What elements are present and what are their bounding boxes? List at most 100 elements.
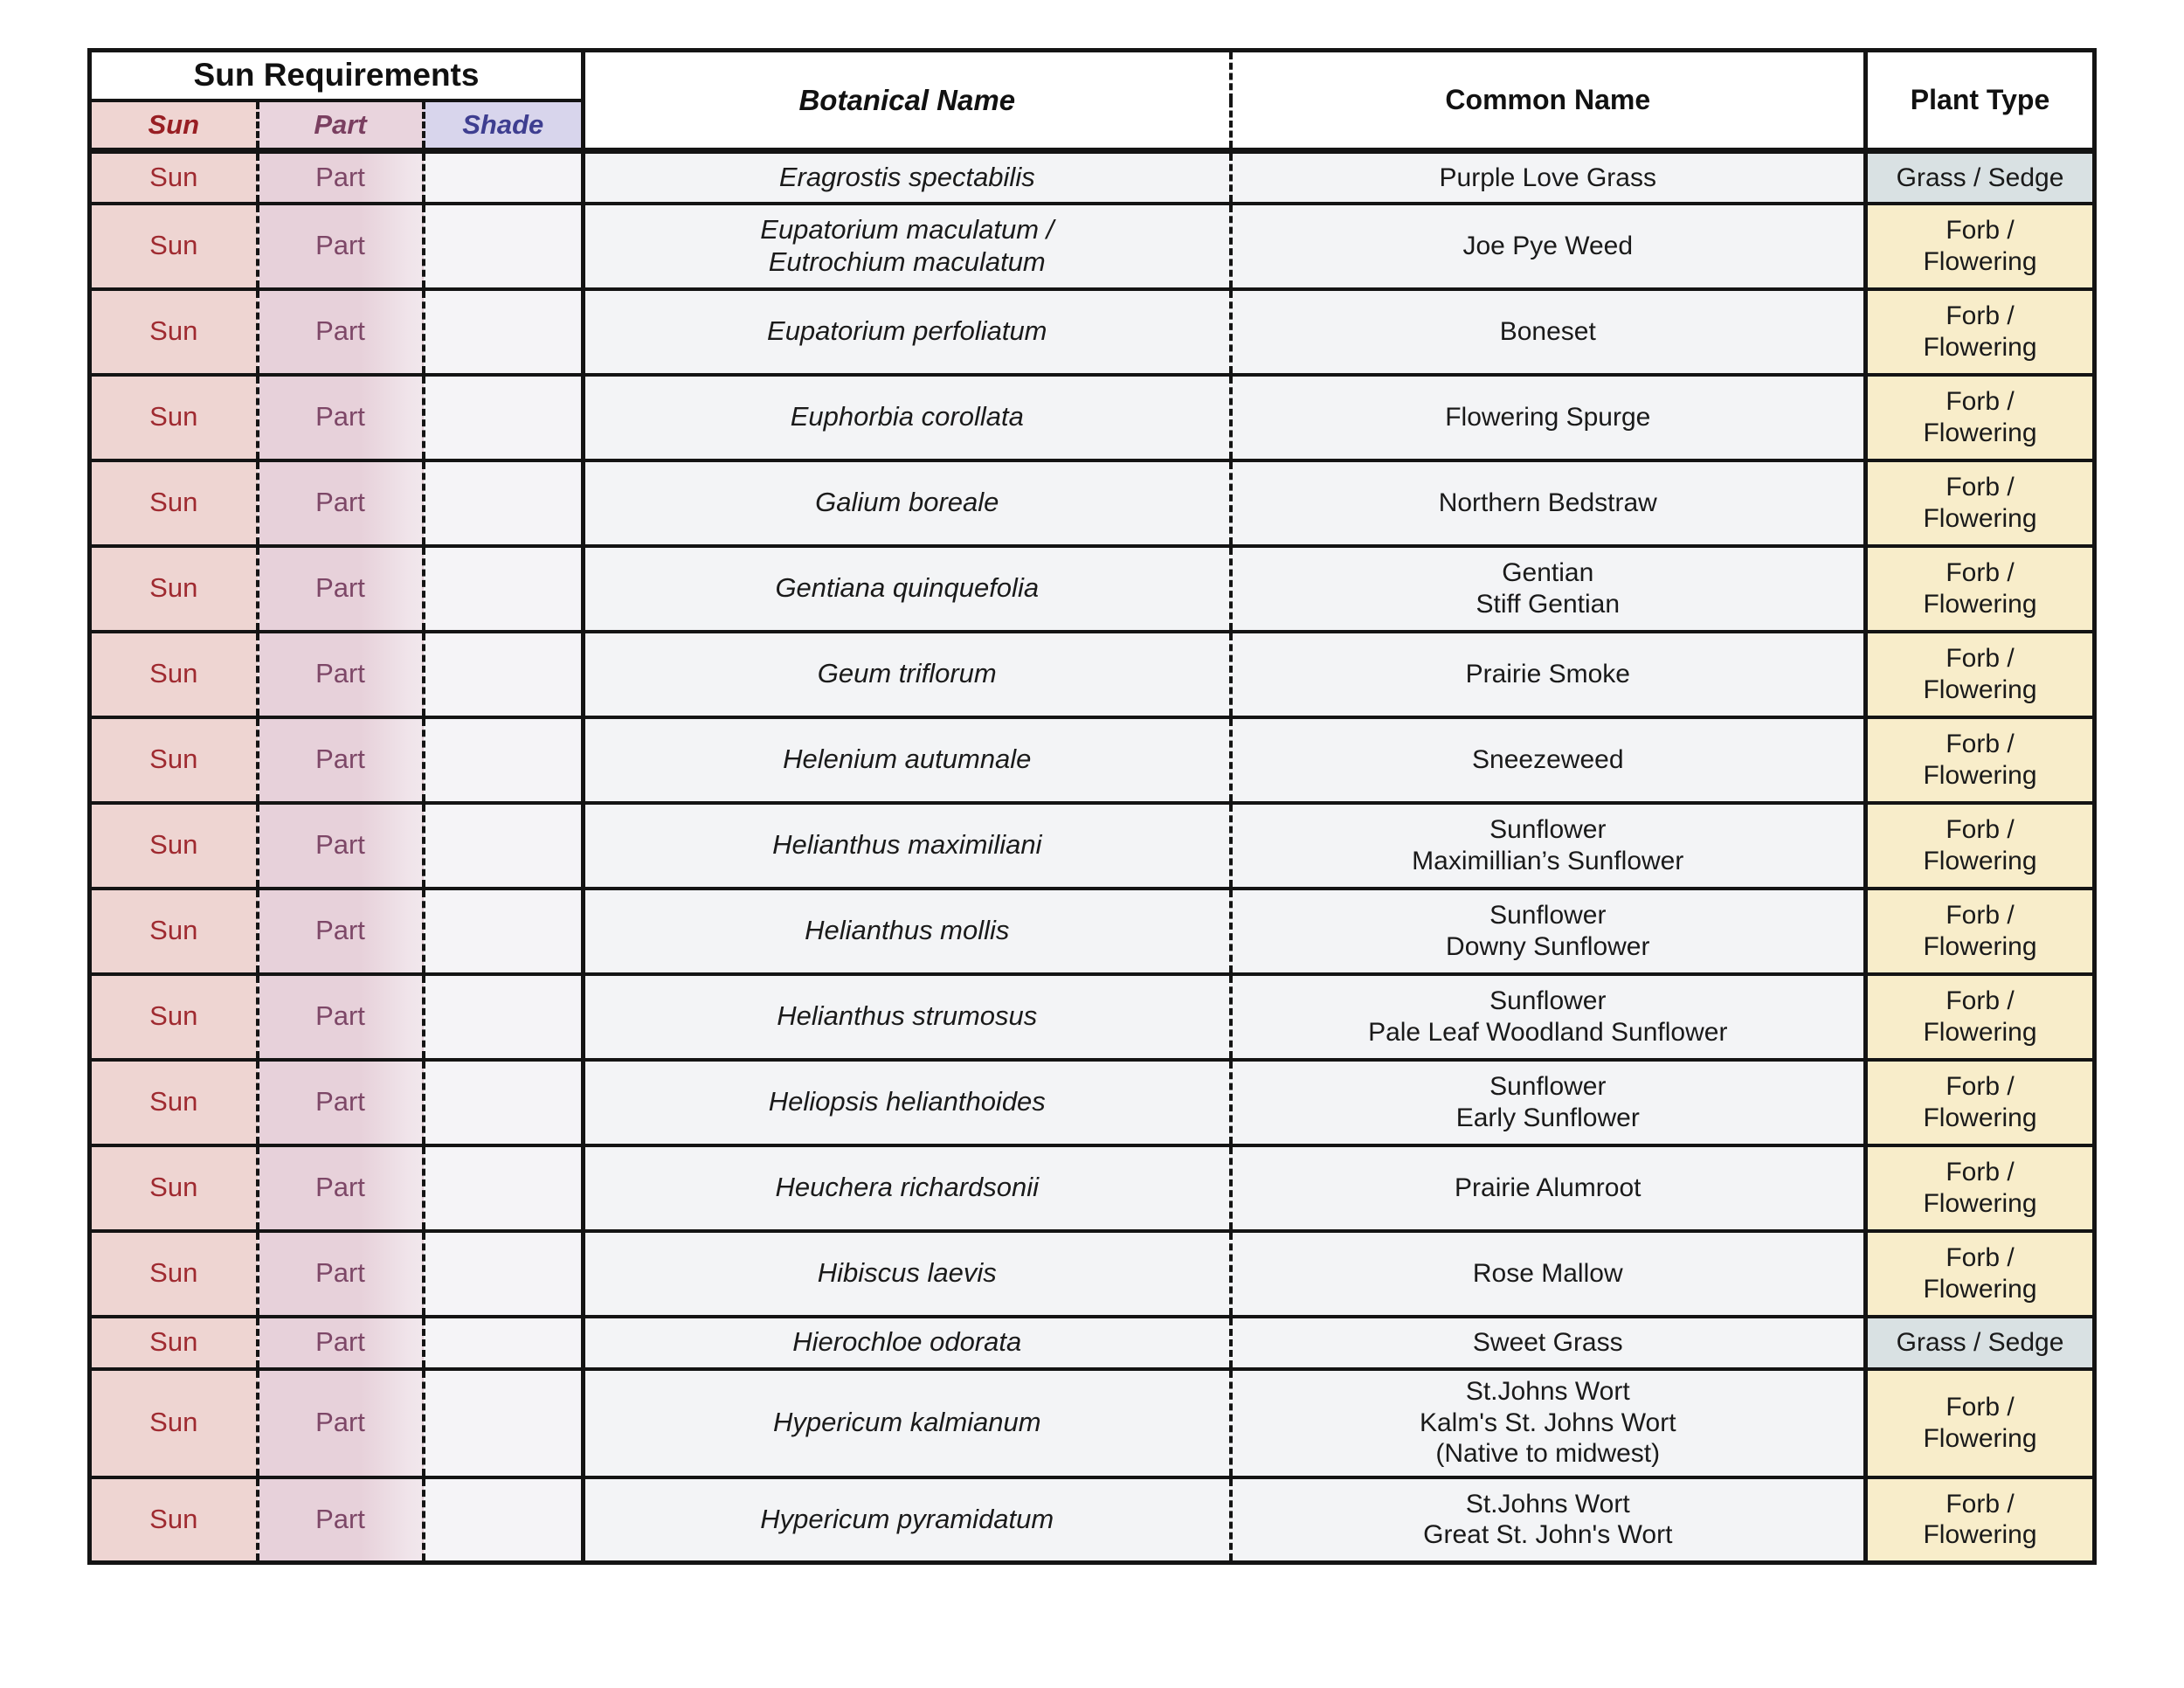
sun-cell: Sun <box>89 288 259 377</box>
part-cell: Part <box>257 1477 425 1565</box>
sun-cell: Sun <box>89 973 259 1062</box>
shade-cell <box>423 973 586 1062</box>
plant-type-cell: Forb / Flowering <box>1865 1230 2095 1318</box>
common-name-cell: Sunflower Downy Sunflower <box>1230 888 1869 976</box>
part-cell: Part <box>257 460 425 548</box>
plant-type-cell: Forb / Flowering <box>1865 716 2095 805</box>
common-name-cell: Sweet Grass <box>1230 1316 1869 1371</box>
plant-type-cell: Forb / Flowering <box>1865 460 2095 548</box>
part-cell: Part <box>257 631 425 719</box>
table-row: Sun Part Hibiscus laevis Rose Mallow For… <box>89 1230 2095 1318</box>
botanical-name-cell: Galium boreale <box>583 460 1233 548</box>
botanical-name-cell: Helianthus strumosus <box>583 973 1233 1062</box>
botanical-name-cell: Hypericum kalmianum <box>583 1368 1233 1479</box>
table-row: Sun Part Eupatorium maculatum / Eutrochi… <box>89 203 2095 291</box>
botanical-name-cell: Eragrostis spectabilis <box>583 150 1233 205</box>
common-name-cell: Prairie Smoke <box>1230 631 1869 719</box>
shade-cell <box>423 631 586 719</box>
plant-type-cell: Forb / Flowering <box>1865 1145 2095 1233</box>
sun-cell: Sun <box>89 203 259 291</box>
sun-cell: Sun <box>89 1230 259 1318</box>
common-name-cell: Prairie Alumroot <box>1230 1145 1869 1233</box>
part-subheader: Part <box>257 100 425 154</box>
shade-cell <box>423 1477 586 1565</box>
botanical-name-cell: Helianthus maximiliani <box>583 802 1233 890</box>
common-name-cell: Purple Love Grass <box>1230 150 1869 205</box>
common-name-cell: Rose Mallow <box>1230 1230 1869 1318</box>
botanical-name-cell: Eupatorium perfoliatum <box>583 288 1233 377</box>
sun-cell: Sun <box>89 888 259 976</box>
plant-type-cell: Forb / Flowering <box>1865 1059 2095 1147</box>
common-name-cell: Sunflower Early Sunflower <box>1230 1059 1869 1147</box>
plant-type-cell: Forb / Flowering <box>1865 631 2095 719</box>
part-cell: Part <box>257 888 425 976</box>
part-cell: Part <box>257 1230 425 1318</box>
common-name-cell: Boneset <box>1230 288 1869 377</box>
plant-type-cell: Forb / Flowering <box>1865 374 2095 462</box>
table-row: Sun Part Hypericum pyramidatum St.Johns … <box>89 1477 2095 1565</box>
common-name-cell: Northern Bedstraw <box>1230 460 1869 548</box>
table-row: Sun Part Euphorbia corollata Flowering S… <box>89 374 2095 462</box>
table-row: Sun Part Geum triflorum Prairie Smoke Fo… <box>89 631 2095 719</box>
part-cell: Part <box>257 374 425 462</box>
botanical-name-cell: Eupatorium maculatum / Eutrochium macula… <box>583 203 1233 291</box>
table-row: Sun Part Heliopsis helianthoides Sunflow… <box>89 1059 2095 1147</box>
sun-cell: Sun <box>89 802 259 890</box>
sun-cell: Sun <box>89 1368 259 1479</box>
plant-type-cell: Forb / Flowering <box>1865 802 2095 890</box>
common-name-cell: St.Johns Wort Great St. John's Wort <box>1230 1477 1869 1565</box>
common-name-cell: Sunflower Pale Leaf Woodland Sunflower <box>1230 973 1869 1062</box>
table-row: Sun Part Hypericum kalmianum St.Johns Wo… <box>89 1368 2095 1479</box>
part-cell: Part <box>257 1368 425 1479</box>
botanical-name-cell: Hierochloe odorata <box>583 1316 1233 1371</box>
common-name-cell: Joe Pye Weed <box>1230 203 1869 291</box>
shade-cell <box>423 545 586 633</box>
botanical-name-cell: Gentiana quinquefolia <box>583 545 1233 633</box>
common-name-cell: St.Johns Wort Kalm's St. Johns Wort (Nat… <box>1230 1368 1869 1479</box>
shade-cell <box>423 716 586 805</box>
common-name-header: Common Name <box>1230 50 1869 154</box>
sun-cell: Sun <box>89 1059 259 1147</box>
shade-cell <box>423 374 586 462</box>
shade-cell <box>423 888 586 976</box>
plant-type-cell: Forb / Flowering <box>1865 973 2095 1062</box>
plant-table: Sun Requirements Botanical Name Common N… <box>87 48 2098 1565</box>
plant-type-cell: Forb / Flowering <box>1865 1368 2095 1479</box>
table-row: Sun Part Helianthus strumosus Sunflower … <box>89 973 2095 1062</box>
sun-cell: Sun <box>89 1145 259 1233</box>
sun-cell: Sun <box>89 1316 259 1371</box>
plant-type-cell: Forb / Flowering <box>1865 203 2095 291</box>
table-row: Sun Part Eupatorium perfoliatum Boneset … <box>89 288 2095 377</box>
common-name-cell: Sunflower Maximillian’s Sunflower <box>1230 802 1869 890</box>
botanical-name-cell: Helenium autumnale <box>583 716 1233 805</box>
botanical-name-cell: Hibiscus laevis <box>583 1230 1233 1318</box>
sun-cell: Sun <box>89 631 259 719</box>
common-name-cell: Sneezeweed <box>1230 716 1869 805</box>
part-cell: Part <box>257 1145 425 1233</box>
plant-type-header: Plant Type <box>1865 50 2095 154</box>
sun-subheader: Sun <box>89 100 259 154</box>
common-name-cell: Flowering Spurge <box>1230 374 1869 462</box>
shade-cell <box>423 802 586 890</box>
botanical-name-cell: Helianthus mollis <box>583 888 1233 976</box>
botanical-name-cell: Hypericum pyramidatum <box>583 1477 1233 1565</box>
plant-type-cell: Forb / Flowering <box>1865 288 2095 377</box>
sun-cell: Sun <box>89 460 259 548</box>
shade-cell <box>423 1059 586 1147</box>
plant-type-cell: Forb / Flowering <box>1865 545 2095 633</box>
part-cell: Part <box>257 716 425 805</box>
plant-type-cell: Forb / Flowering <box>1865 1477 2095 1565</box>
shade-cell <box>423 150 586 205</box>
part-cell: Part <box>257 203 425 291</box>
botanical-name-header: Botanical Name <box>583 50 1233 154</box>
sun-requirements-header: Sun Requirements <box>89 50 586 102</box>
sun-cell: Sun <box>89 1477 259 1565</box>
botanical-name-cell: Heliopsis helianthoides <box>583 1059 1233 1147</box>
botanical-name-cell: Geum triflorum <box>583 631 1233 719</box>
shade-cell <box>423 1316 586 1371</box>
shade-cell <box>423 1230 586 1318</box>
part-cell: Part <box>257 288 425 377</box>
common-name-cell: Gentian Stiff Gentian <box>1230 545 1869 633</box>
sun-cell: Sun <box>89 150 259 205</box>
